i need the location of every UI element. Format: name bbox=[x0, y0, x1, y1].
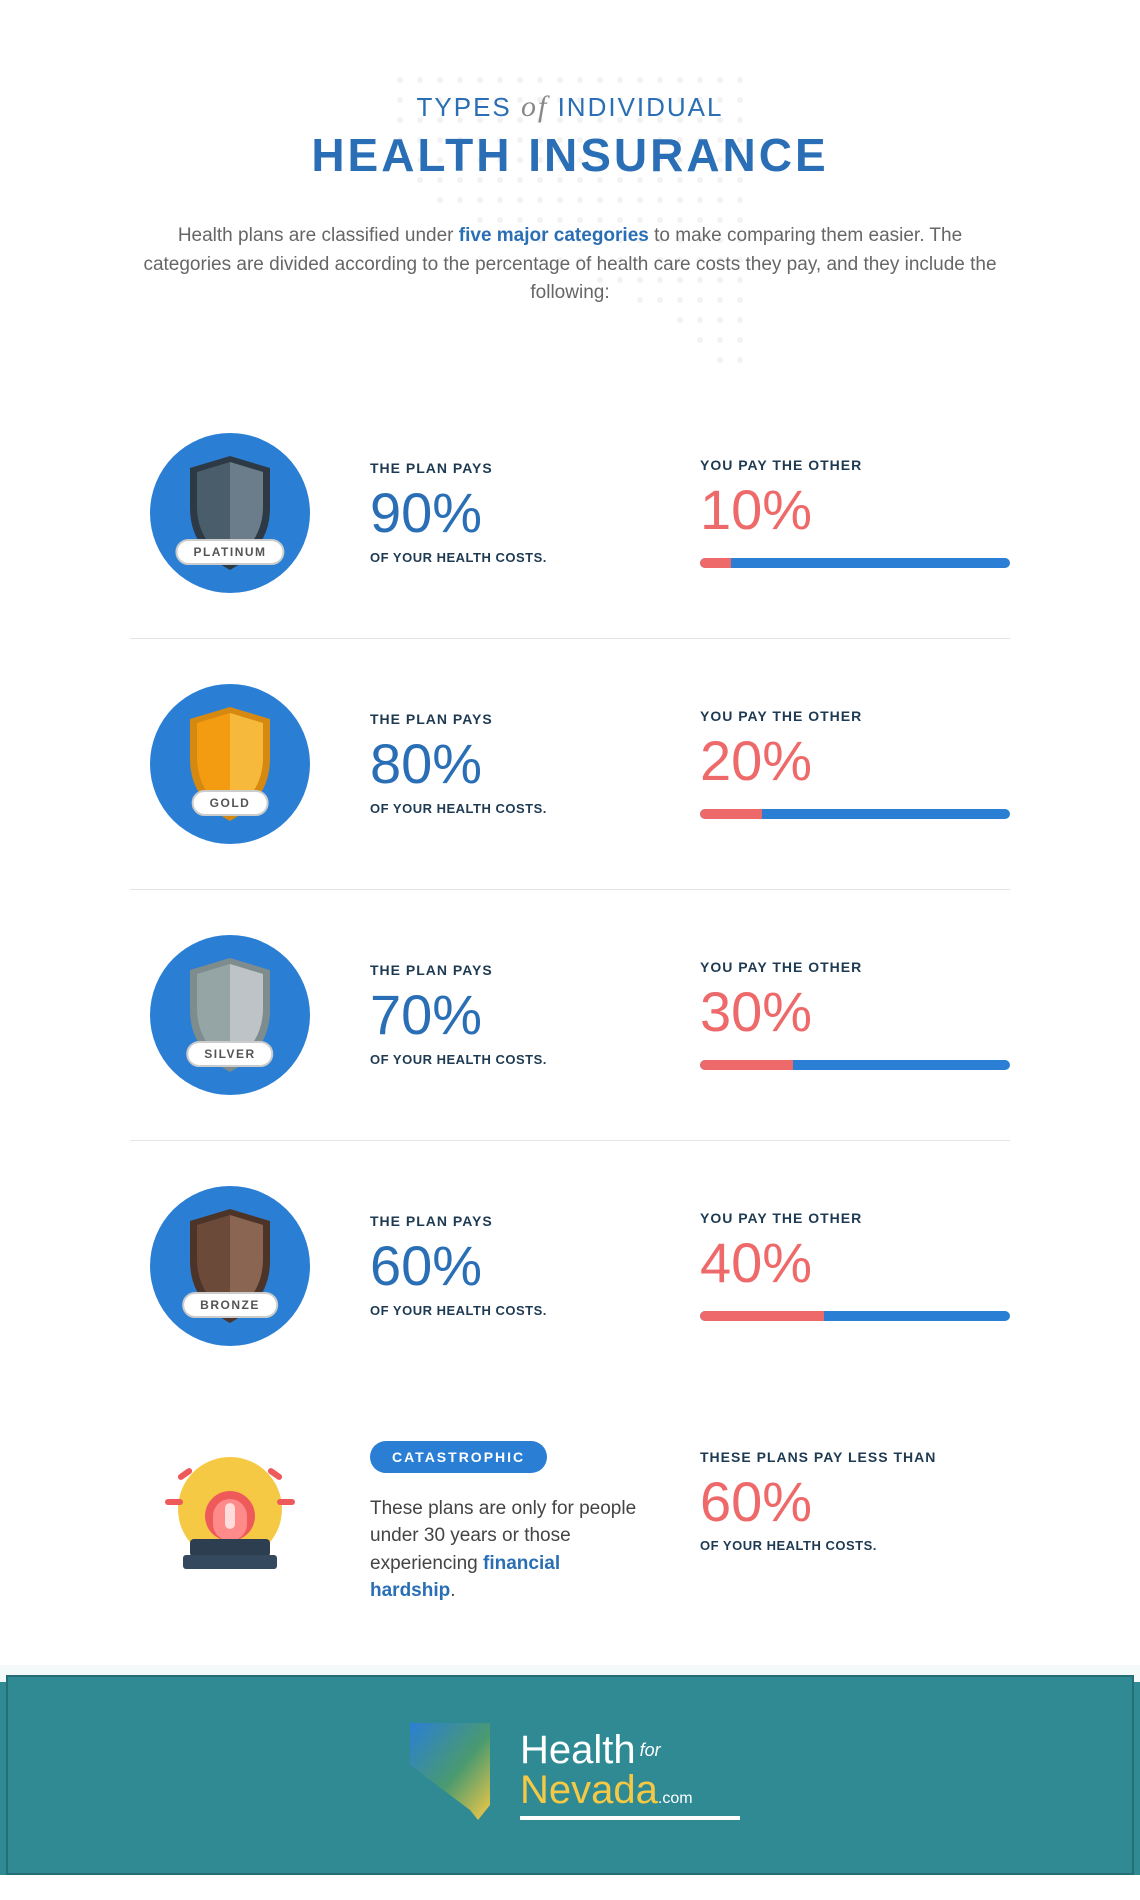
pct-bar bbox=[700, 1060, 1010, 1070]
you-pay-pct: 10% bbox=[700, 479, 1010, 541]
intro-text: Health plans are classified under five m… bbox=[130, 222, 1010, 308]
plans-list: PLATINUM THE PLAN PAYS 90% OF YOUR HEALT… bbox=[130, 388, 1010, 1391]
catastrophic-desc: These plans are only for people under 30… bbox=[370, 1495, 650, 1605]
shield-ribbon: SILVER bbox=[186, 1041, 273, 1067]
you-pay-pct: 20% bbox=[700, 730, 1010, 792]
you-pay-label: YOU PAY THE OTHER bbox=[700, 959, 1010, 975]
title-types: TYPES bbox=[417, 92, 512, 122]
title-line-2: HEALTH INSURANCE bbox=[130, 128, 1010, 182]
you-pay-pct: 40% bbox=[700, 1232, 1010, 1294]
plan-pays-pct: 90% bbox=[370, 482, 680, 544]
you-pay-label: YOU PAY THE OTHER bbox=[700, 708, 1010, 724]
footer-brand: Healthfor Nevada.com bbox=[520, 1730, 740, 1820]
footer-com: .com bbox=[658, 1790, 693, 1807]
plan-pays-label: THE PLAN PAYS bbox=[370, 1213, 680, 1229]
shield-ribbon: GOLD bbox=[192, 790, 269, 816]
shield-badge: BRONZE bbox=[130, 1186, 330, 1346]
siren-icon bbox=[130, 1441, 330, 1591]
shield-badge: PLATINUM bbox=[130, 433, 330, 593]
you-pay-pct: 30% bbox=[700, 981, 1010, 1043]
plan-row-gold: GOLD THE PLAN PAYS 80% OF YOUR HEALTH CO… bbox=[130, 639, 1010, 890]
shield-badge: SILVER bbox=[130, 935, 330, 1095]
of-costs-label: OF YOUR HEALTH COSTS. bbox=[370, 550, 680, 565]
cata-right-pct: 60% bbox=[700, 1471, 1010, 1533]
footer-for: for bbox=[640, 1740, 661, 1760]
catastrophic-pill: CATASTROPHIC bbox=[370, 1441, 547, 1473]
title-individual: INDIVIDUAL bbox=[558, 92, 724, 122]
plan-row-silver: SILVER THE PLAN PAYS 70% OF YOUR HEALTH … bbox=[130, 890, 1010, 1141]
plan-row-bronze: BRONZE THE PLAN PAYS 60% OF YOUR HEALTH … bbox=[130, 1141, 1010, 1391]
cata-right-label: THESE PLANS PAY LESS THAN bbox=[700, 1449, 1010, 1465]
of-costs-label: OF YOUR HEALTH COSTS. bbox=[370, 1052, 680, 1067]
footer: Healthfor Nevada.com bbox=[0, 1665, 1140, 1875]
catastrophic-row: CATASTROPHIC These plans are only for pe… bbox=[130, 1391, 1010, 1665]
cata-right-sub: OF YOUR HEALTH COSTS. bbox=[700, 1538, 1010, 1553]
footer-nevada: Nevada bbox=[520, 1768, 658, 1812]
shield-badge: GOLD bbox=[130, 684, 330, 844]
plan-pays-pct: 70% bbox=[370, 984, 680, 1046]
intro-highlight: five major categories bbox=[459, 225, 649, 246]
title-of: of bbox=[521, 90, 548, 123]
plan-pays-label: THE PLAN PAYS bbox=[370, 711, 680, 727]
pct-bar bbox=[700, 1311, 1010, 1321]
nevada-logo-icon bbox=[400, 1715, 500, 1835]
intro-pre: Health plans are classified under bbox=[178, 225, 459, 246]
plan-pays-pct: 80% bbox=[370, 733, 680, 795]
plan-pays-pct: 60% bbox=[370, 1235, 680, 1297]
pct-bar bbox=[700, 558, 1010, 568]
you-pay-label: YOU PAY THE OTHER bbox=[700, 1210, 1010, 1226]
shield-ribbon: BRONZE bbox=[182, 1292, 278, 1318]
of-costs-label: OF YOUR HEALTH COSTS. bbox=[370, 1303, 680, 1318]
footer-health: Health bbox=[520, 1728, 636, 1772]
plan-pays-label: THE PLAN PAYS bbox=[370, 962, 680, 978]
pct-bar bbox=[700, 809, 1010, 819]
shield-ribbon: PLATINUM bbox=[175, 539, 284, 565]
title-line-1: TYPES of INDIVIDUAL bbox=[130, 90, 1010, 124]
page-header: TYPES of INDIVIDUAL HEALTH INSURANCE bbox=[130, 0, 1010, 182]
of-costs-label: OF YOUR HEALTH COSTS. bbox=[370, 801, 680, 816]
